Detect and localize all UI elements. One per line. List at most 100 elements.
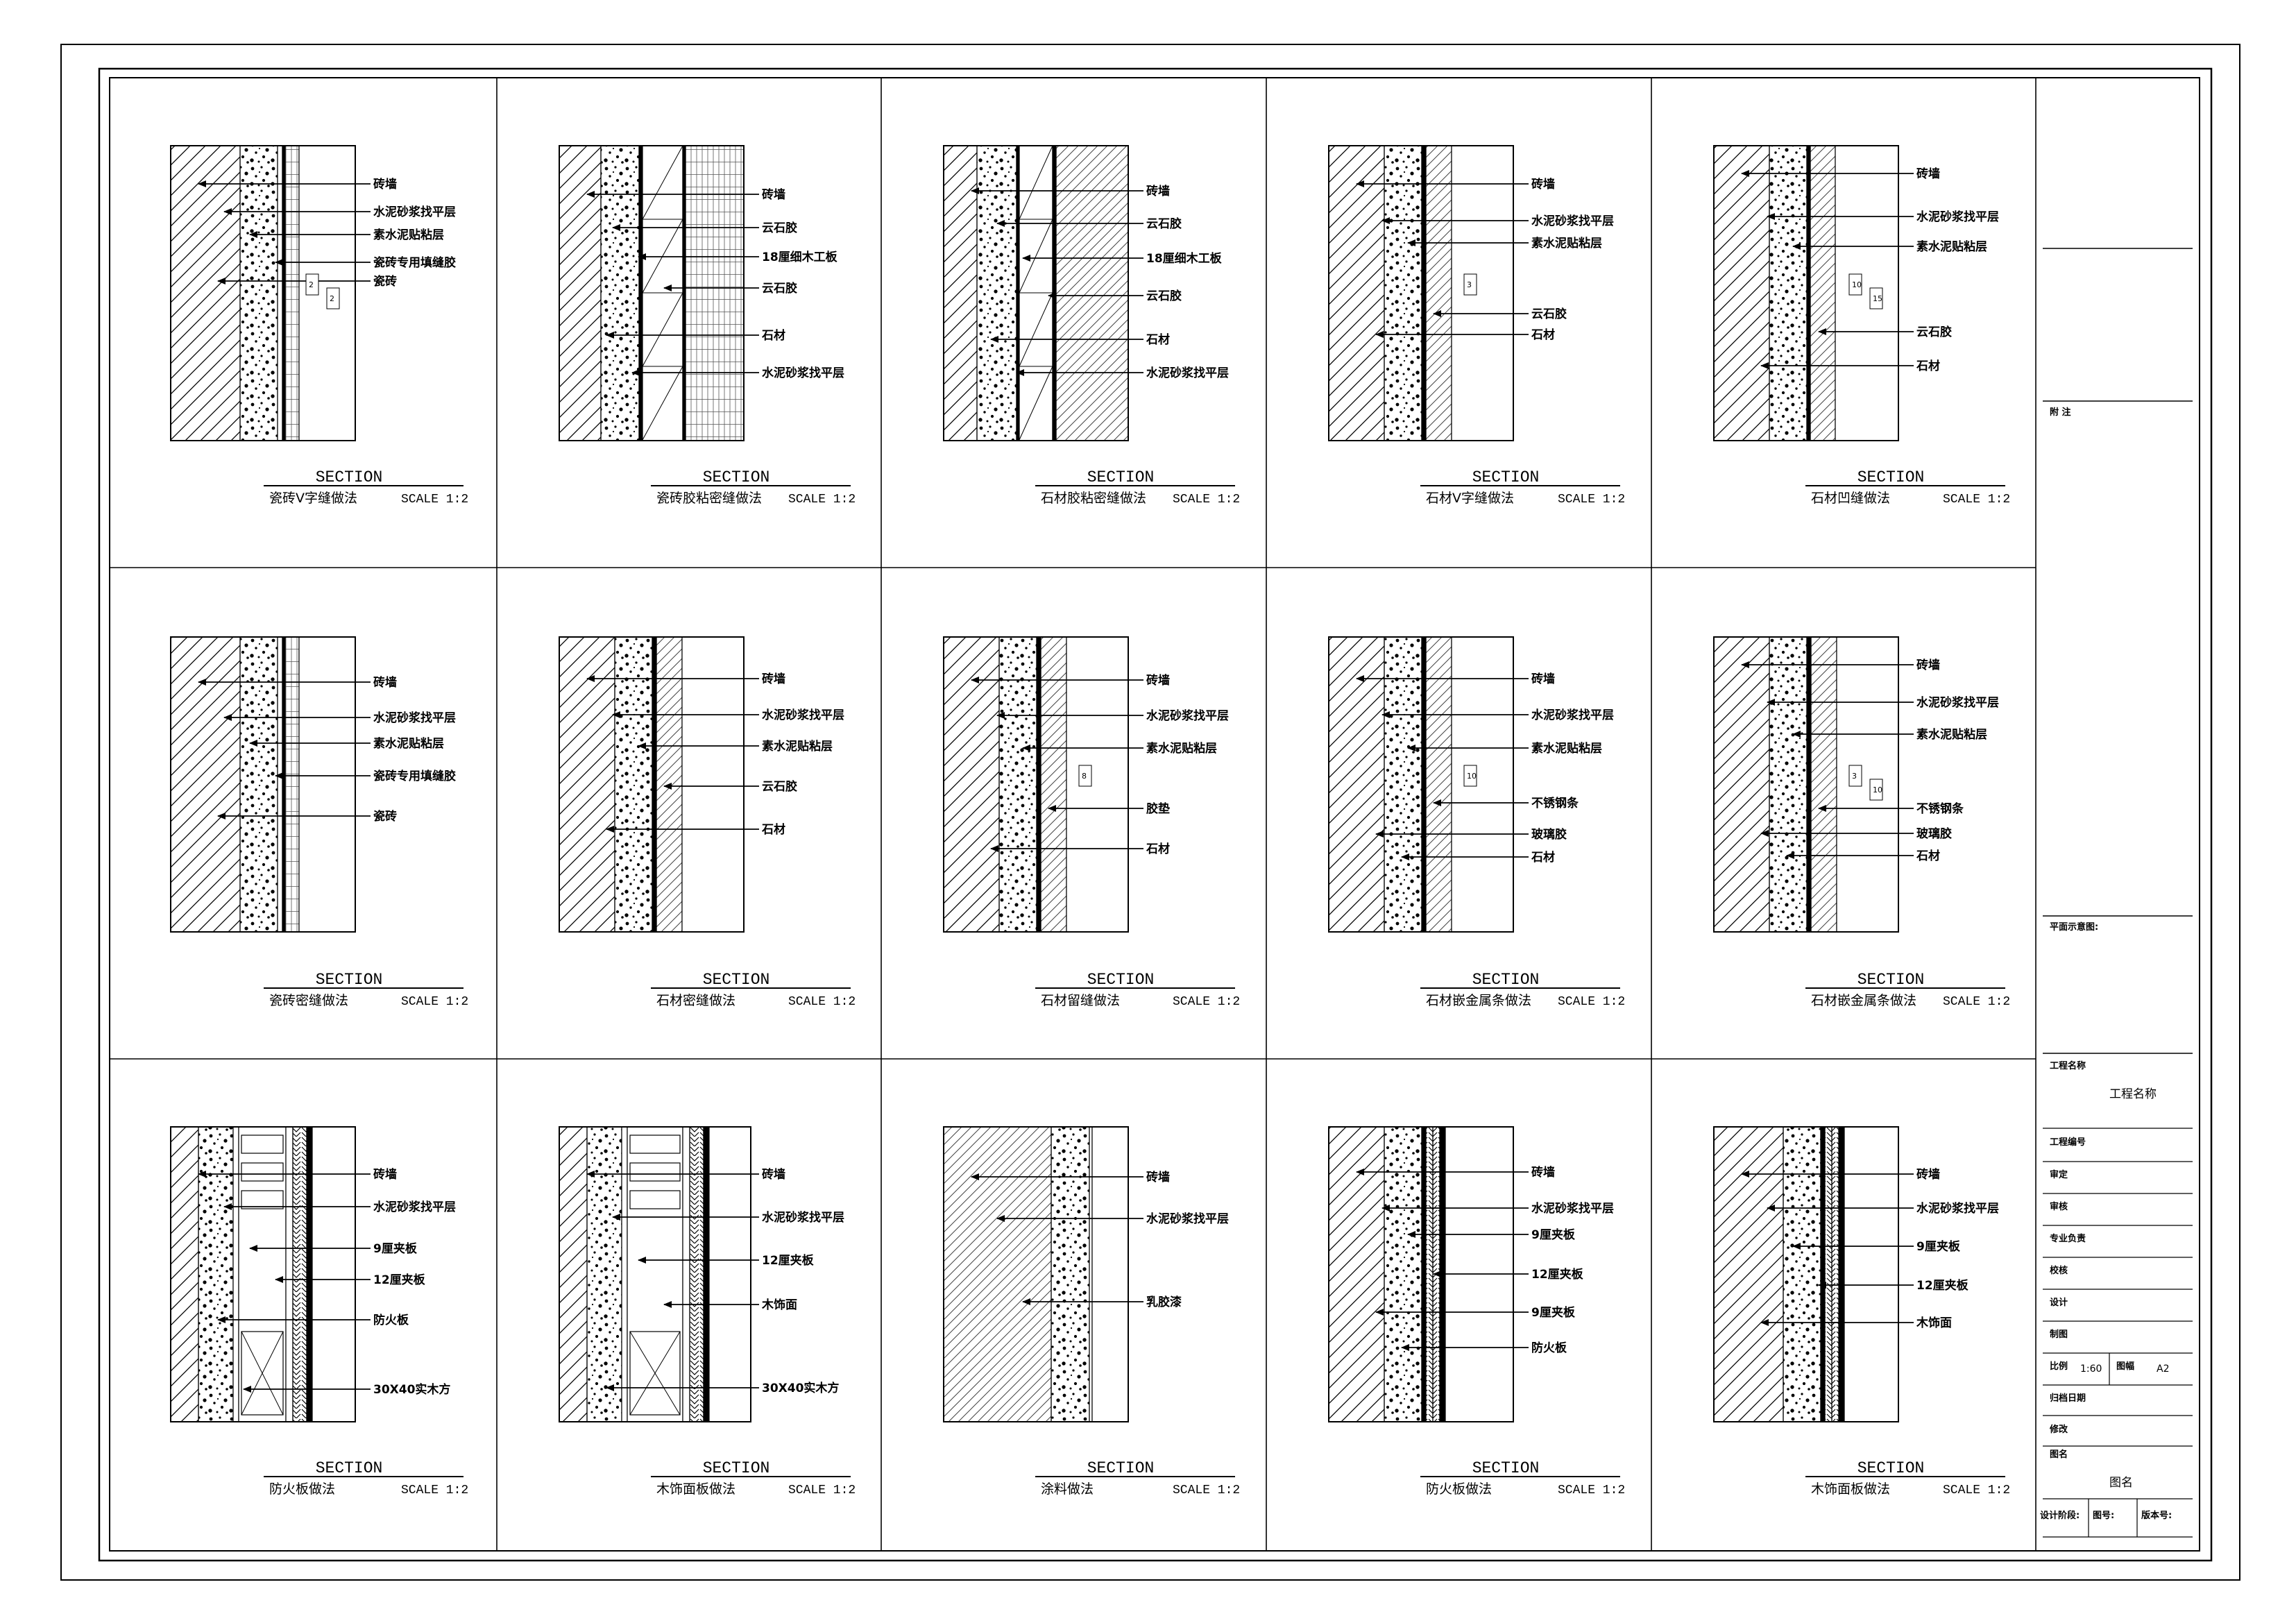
callout-label: 防火板 <box>1531 1341 1567 1355</box>
detail-caption: 石材胶粘密缝做法 <box>1041 491 1146 506</box>
inner-border <box>98 67 2213 1562</box>
lead-label: 专业负责 <box>2050 1233 2086 1244</box>
dimension-value: 2 <box>330 294 334 303</box>
detail-scale: SCALE 1:2 <box>1558 995 1625 1009</box>
callout-label: 砖墙 <box>1146 1170 1170 1184</box>
material-layer <box>1824 1126 1832 1422</box>
material-layer <box>298 636 356 933</box>
material-layer <box>312 1126 356 1422</box>
plywood-layer <box>642 145 683 441</box>
callout-label: 素水泥贴粘层 <box>1531 236 1602 250</box>
detail-caption: 石材V字缝做法 <box>1426 491 1514 506</box>
approve-label: 审定 <box>2050 1169 2068 1180</box>
material-layer <box>1328 1126 1385 1422</box>
material-layer <box>681 636 745 933</box>
section-title: SECTION <box>1087 468 1155 486</box>
section-outline <box>170 145 356 441</box>
callout-label: 玻璃胶 <box>1531 827 1567 842</box>
callout-label: 水泥砂浆找平层 <box>1916 1201 1999 1216</box>
dimension-box <box>1848 273 1862 296</box>
revision-label: 修改 <box>2049 1424 2068 1435</box>
material-layer <box>1425 145 1452 441</box>
section-title: SECTION <box>1472 1459 1540 1477</box>
detail-scale: SCALE 1:2 <box>401 1484 468 1497</box>
callout-label: 云石胶 <box>1146 289 1182 303</box>
material-layer <box>1328 636 1385 933</box>
callout-label: 云石胶 <box>1531 307 1567 321</box>
callout-label: 木饰面 <box>1916 1316 1952 1330</box>
section-outline <box>1713 145 1899 441</box>
callout-label: 瓷砖 <box>373 809 397 824</box>
detail-scale: SCALE 1:2 <box>1943 995 2010 1009</box>
material-layer <box>1421 636 1427 933</box>
detail-scale: SCALE 1:2 <box>1558 1484 1625 1497</box>
section-outline <box>1713 1126 1899 1422</box>
material-layer <box>239 145 278 441</box>
material-layer <box>943 145 978 441</box>
material-layer <box>284 636 300 933</box>
material-layer <box>1713 145 1770 441</box>
callout-label: 30X40实木方 <box>762 1381 839 1395</box>
callout-label: 瓷砖专用填缝胶 <box>373 255 456 270</box>
dimension-box <box>305 273 319 296</box>
callout-label: 砖墙 <box>1146 184 1170 198</box>
callout-label: 云石胶 <box>1916 325 1952 339</box>
material-layer <box>1421 145 1427 441</box>
section-outline <box>559 636 745 933</box>
callout-label: 砖墙 <box>1916 658 1940 672</box>
detail-scale: SCALE 1:2 <box>788 493 856 507</box>
section-title: SECTION <box>1472 468 1540 486</box>
material-layer <box>1451 636 1514 933</box>
callout-label: 水泥砂浆找平层 <box>762 1210 844 1225</box>
detail-scale: SCALE 1:2 <box>1558 493 1625 507</box>
material-layer <box>943 1126 1052 1422</box>
callout-label: 素水泥贴粘层 <box>762 739 833 754</box>
material-layer <box>943 636 1000 933</box>
material-layer <box>239 636 278 933</box>
material-layer <box>682 1126 690 1422</box>
section-title: SECTION <box>1857 971 1925 989</box>
drawing-frame <box>109 77 2200 1552</box>
material-layer <box>1384 145 1422 441</box>
detail-scale: SCALE 1:2 <box>1173 995 1240 1009</box>
material-layer <box>1713 1126 1784 1422</box>
detail-caption: 石材凹缝做法 <box>1811 491 1890 506</box>
callout-label: 玻璃胶 <box>1916 826 1952 841</box>
material-layer <box>652 636 657 933</box>
dimension-box <box>1463 765 1477 787</box>
timber-stud <box>238 1126 287 1422</box>
material-layer <box>689 1126 704 1422</box>
section-title: SECTION <box>316 971 383 989</box>
material-layer <box>1713 636 1770 933</box>
detail-caption: 石材嵌金属条做法 <box>1426 993 1531 1008</box>
material-layer <box>277 145 283 441</box>
callout-label: 石材 <box>1146 842 1170 856</box>
callout-label: 水泥砂浆找平层 <box>373 1200 456 1214</box>
plan-label: 平面示意图: <box>2050 921 2098 933</box>
callout-label: 水泥砂浆找平层 <box>762 366 844 380</box>
material-layer <box>586 1126 622 1422</box>
callout-label: 12厘夹板 <box>762 1253 815 1268</box>
callout-label: 砖墙 <box>373 1167 397 1182</box>
detail-scale: SCALE 1:2 <box>401 995 468 1009</box>
callout-label: 石材 <box>1916 359 1940 373</box>
ratio-value: 1:60 <box>2080 1363 2102 1375</box>
detail-caption: 防火板做法 <box>1426 1481 1492 1497</box>
material-layer <box>614 636 653 933</box>
material-layer <box>1328 145 1385 441</box>
callout-label: 水泥砂浆找平层 <box>1146 708 1229 723</box>
material-layer <box>1384 636 1422 933</box>
detail-caption: 瓷砖密缝做法 <box>269 993 348 1008</box>
section-title: SECTION <box>1087 971 1155 989</box>
detail-caption: 木饰面板做法 <box>1811 1481 1890 1497</box>
detail-scale: SCALE 1:2 <box>1943 493 2010 507</box>
